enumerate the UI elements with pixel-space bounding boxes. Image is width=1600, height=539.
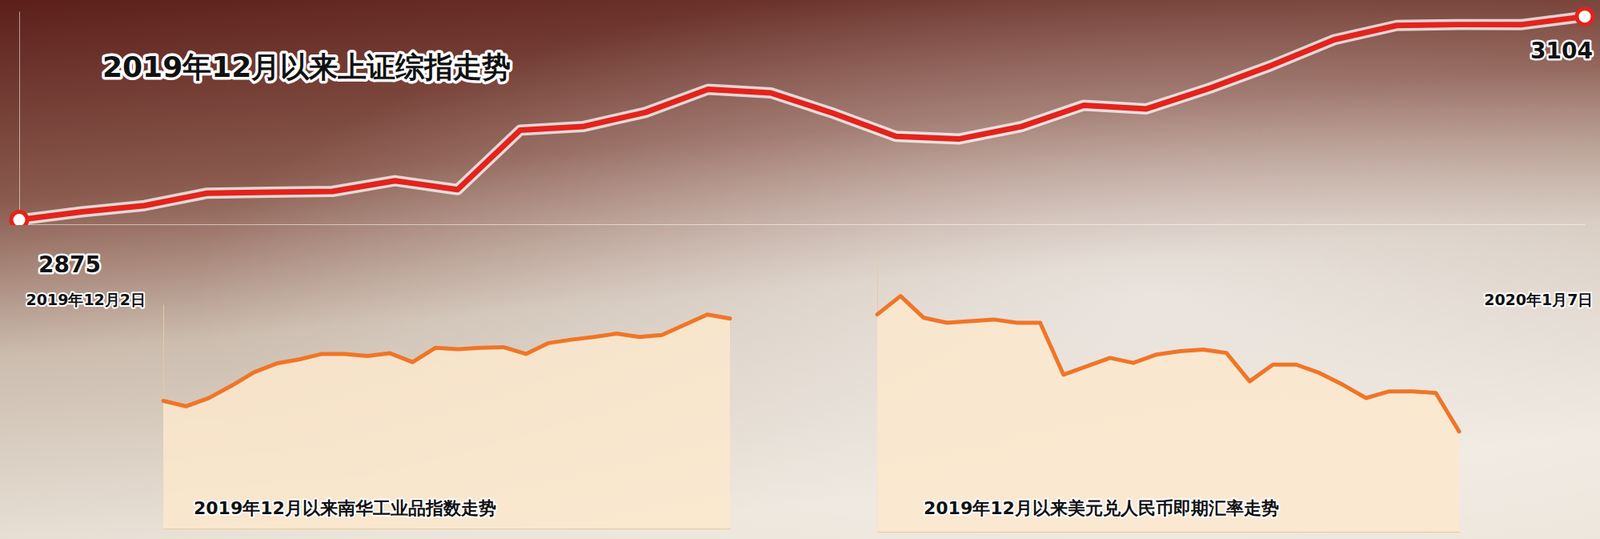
x-axis-line [878,531,1460,533]
canvas: 2019年12月以来南华工业品指数走势 2019年12月以来美元兑人民币即期汇率走… [0,0,1600,539]
x-tick-label: 2019年12月2日 [26,290,147,309]
chart-root: 2019年12月以来南华工业品指数走势 2019年12月以来美元兑人民币即期汇率走… [0,0,1600,539]
background [0,0,1600,539]
x-tick: 2020年1月7日 [1483,224,1593,309]
chart-title: 2019年12月以来美元兑人民币即期汇率走势 [923,497,1280,518]
y-axis-line [19,12,21,225]
x-axis-line [164,528,731,530]
data-label: 2875 [38,251,101,278]
chart-2: 2019年12月以来美元兑人民币即期汇率走势 [877,264,1460,533]
y-axis [19,12,21,225]
plot-marks [163,314,730,529]
data-label: 3104 [1530,37,1593,65]
x-axis [878,531,1460,533]
line [163,314,730,407]
line-halo [19,16,1585,221]
line [877,296,1460,432]
x-tick: 2019年12月2日 [20,224,147,309]
line [19,16,1585,221]
area-fill [163,314,730,529]
plot-marks [877,296,1460,532]
x-axis: 2019年12月2日 2020年1月7日 [20,224,1594,309]
background-haze [0,0,1600,539]
point-marker [1576,8,1593,25]
chart-0: 2019年12月2日 2020年1月7日 2875 3104 2019年12月以来上证综… [11,8,1594,309]
chart-title: 2019年12月以来南华工业品指数走势 [193,497,497,518]
x-axis [164,528,731,530]
point-marker [11,211,28,225]
chart-title: 2019年12月以来上证综指走势 [102,50,511,84]
plot-marks [11,8,1593,225]
chart-1: 2019年12月以来南华工业品指数走势 [163,304,731,530]
x-axis-line [20,224,1586,225]
x-tick-label: 2020年1月7日 [1483,290,1593,309]
area-fill [877,296,1460,532]
